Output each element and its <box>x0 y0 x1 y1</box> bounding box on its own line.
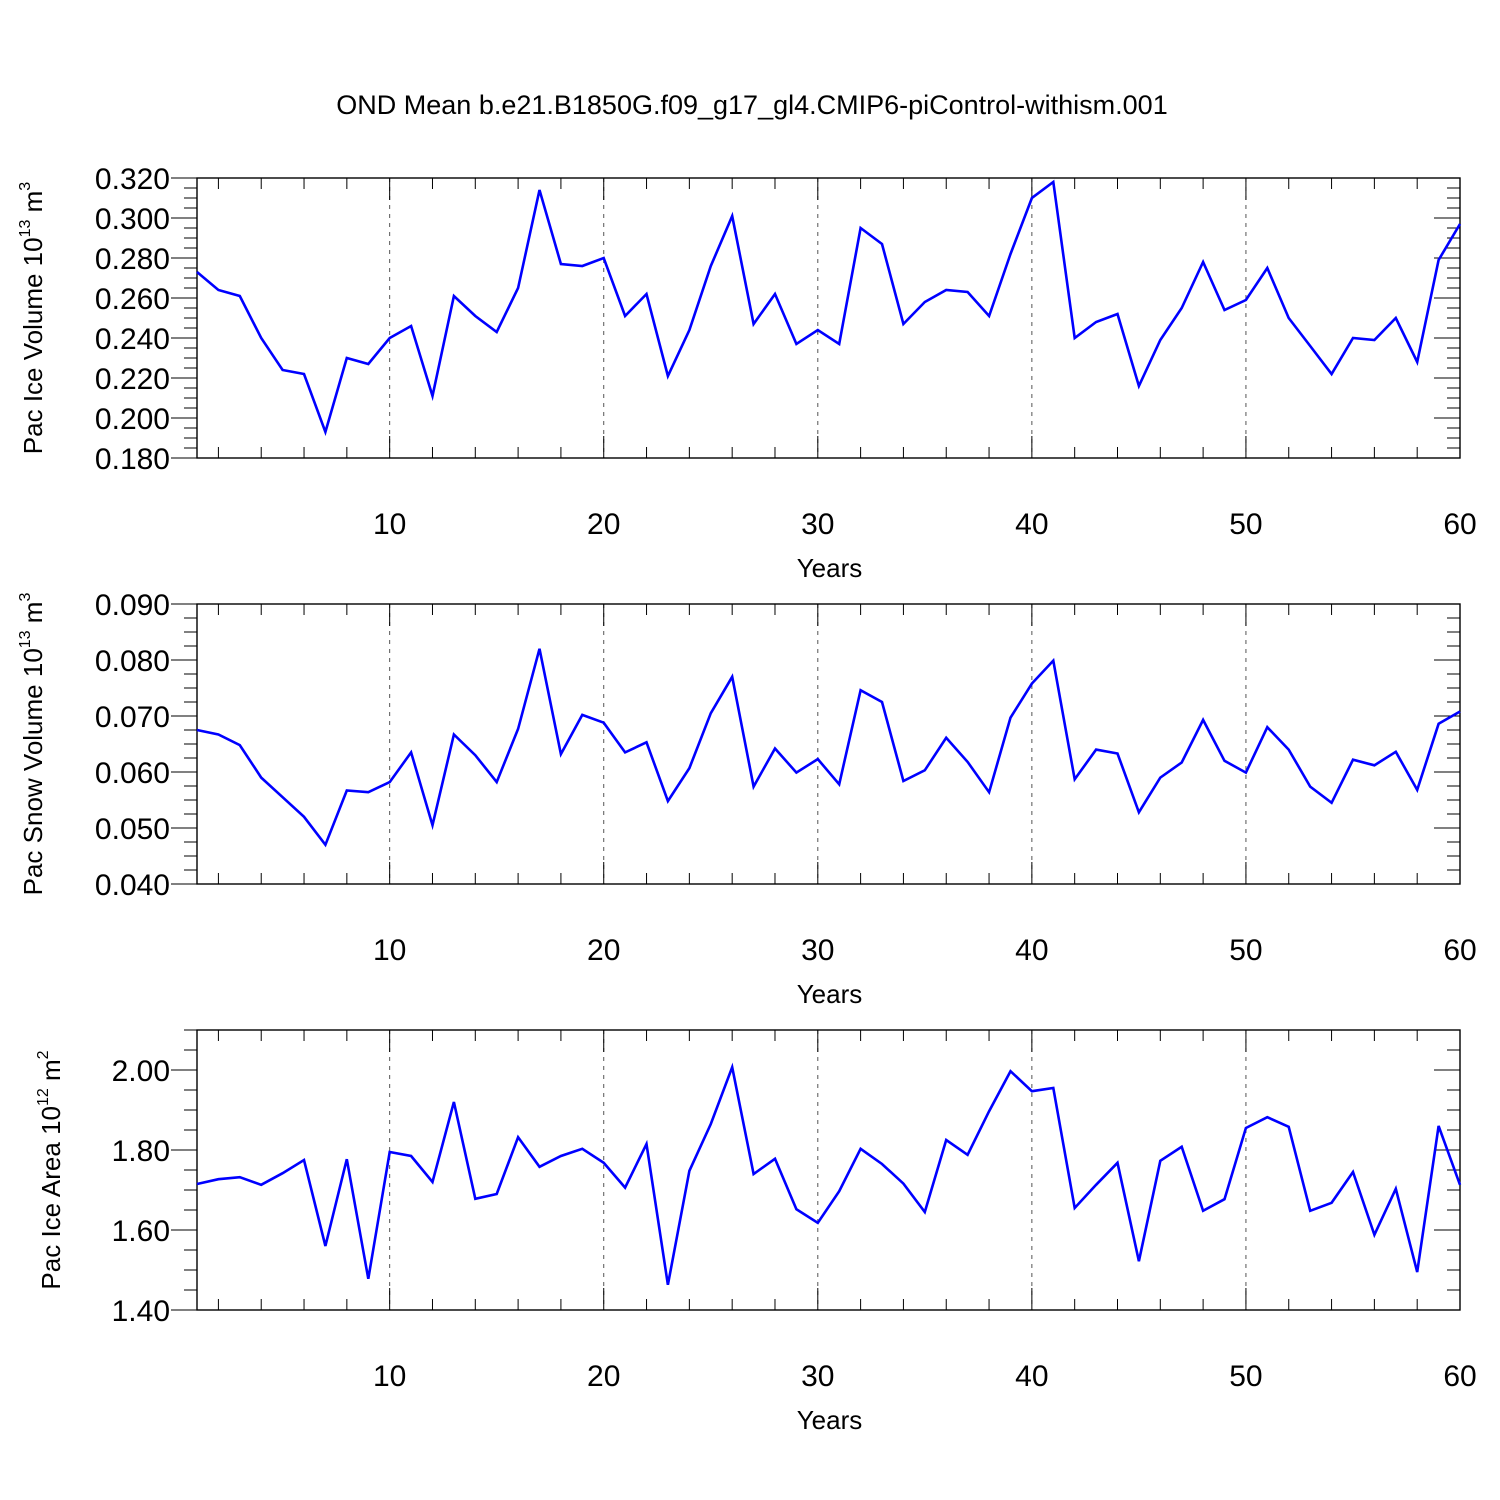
series-line <box>196 179 1462 437</box>
chart-panel-2: 10 20 30 40 50 60 0.040 0.050 0.060 0.070 0.080 0.0… <box>17 589 1477 1009</box>
x-tick-label: 30 <box>801 508 834 541</box>
x-tick-label: 60 <box>1443 508 1476 541</box>
y-tick-label: 0.060 <box>95 757 170 790</box>
x-tick-label: 10 <box>373 934 406 967</box>
x-tick-label: 40 <box>1015 508 1048 541</box>
y-tick-label: 0.050 <box>95 813 170 846</box>
y-tick-label: 0.070 <box>95 701 170 734</box>
chart-panels: 10 20 30 40 50 60 0.180 0.200 0.220 0.240 0.260 0.2… <box>17 163 1477 1435</box>
x-tick-label: 40 <box>1015 1360 1048 1393</box>
y-tick-label: 0.040 <box>95 869 170 902</box>
x-tick-label: 60 <box>1443 1360 1476 1393</box>
x-tick-label: 30 <box>801 1360 834 1393</box>
y-axis-label: Pac Snow Volume 1013 m3 <box>17 593 48 896</box>
x-tick-label: 40 <box>1015 934 1048 967</box>
chart-panel-3: 10 20 30 40 50 60 1.40 1.60 1.80 2.00 Years Pac Ice… <box>35 1029 1477 1435</box>
x-tick-label: 20 <box>587 934 620 967</box>
x-tick-label: 20 <box>587 508 620 541</box>
chart-panel-1: 10 20 30 40 50 60 0.180 0.200 0.220 0.240 0.260 0.2… <box>17 163 1477 583</box>
x-tick-label: 50 <box>1229 508 1262 541</box>
series-line <box>196 648 1461 848</box>
x-tick-label: 50 <box>1229 934 1262 967</box>
y-tick-label: 0.080 <box>95 645 170 678</box>
y-tick-label: 0.320 <box>95 163 170 196</box>
x-tick-label: 50 <box>1229 1360 1262 1393</box>
x-tick-label: 20 <box>587 1360 620 1393</box>
x-tick-label: 10 <box>373 508 406 541</box>
plot-frame <box>196 603 1461 885</box>
x-axis-label: Years <box>797 1405 863 1435</box>
y-tick-label: 1.40 <box>112 1295 170 1328</box>
x-tick-label: 60 <box>1443 934 1476 967</box>
y-tick-label: 0.300 <box>95 203 170 236</box>
y-axis-label: Pac Ice Area 1012 m2 <box>35 1050 66 1289</box>
y-tick-label: 0.180 <box>95 443 170 476</box>
x-axis-label: Years <box>797 979 863 1009</box>
y-tick-label: 0.090 <box>95 589 170 622</box>
y-tick-label: 0.240 <box>95 323 170 356</box>
y-tick-label: 2.00 <box>112 1055 170 1088</box>
plot-frame <box>196 177 1461 459</box>
y-tick-label: 0.200 <box>95 403 170 436</box>
y-tick-label: 1.80 <box>112 1135 170 1168</box>
y-tick-label: 0.220 <box>95 363 170 396</box>
y-tick-label: 0.280 <box>95 243 170 276</box>
series-line <box>196 1062 1462 1286</box>
x-tick-label: 30 <box>801 934 834 967</box>
x-axis-label: Years <box>797 553 863 583</box>
chart-title: OND Mean b.e21.B1850G.f09_g17_gl4.CMIP6-… <box>336 90 1167 120</box>
y-tick-label: 0.260 <box>95 283 170 316</box>
y-axis-label: Pac Ice Volume 1013 m3 <box>17 182 48 455</box>
y-tick-label: 1.60 <box>112 1215 170 1248</box>
x-tick-label: 10 <box>373 1360 406 1393</box>
